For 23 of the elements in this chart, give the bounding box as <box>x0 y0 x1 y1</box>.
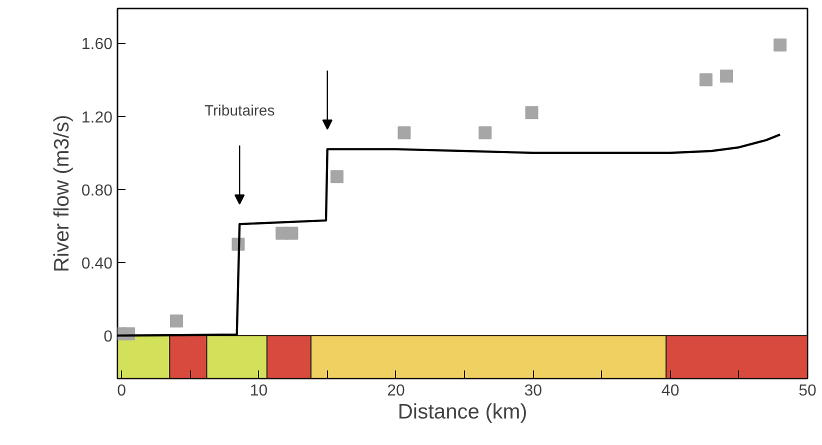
y-axis-title: River flow (m3/s) <box>50 114 74 272</box>
y-tick-label: 1.60 <box>81 36 113 54</box>
x-tick-label: 20 <box>387 382 405 400</box>
annotation: Tributaires <box>204 102 275 120</box>
x-axis-title: Distance (km) <box>398 400 528 424</box>
point <box>330 170 344 184</box>
x-tick-label: 40 <box>661 382 680 400</box>
point <box>170 314 183 328</box>
x-tick-label: 10 <box>250 382 268 400</box>
x-tick-label: 0 <box>117 382 126 400</box>
point <box>285 226 298 240</box>
x-tick-label: 30 <box>524 382 542 400</box>
point <box>774 38 787 52</box>
point <box>478 126 492 140</box>
point <box>699 73 712 86</box>
y-tick-label: 0.80 <box>81 182 113 200</box>
x-tick-label: 50 <box>798 382 816 400</box>
point <box>720 70 734 83</box>
point <box>525 106 538 120</box>
y-tick-label: 1.20 <box>81 109 113 126</box>
y-tick-label: 0 <box>104 328 113 346</box>
y-tick-label: 0.40 <box>81 255 113 272</box>
point <box>398 126 411 140</box>
